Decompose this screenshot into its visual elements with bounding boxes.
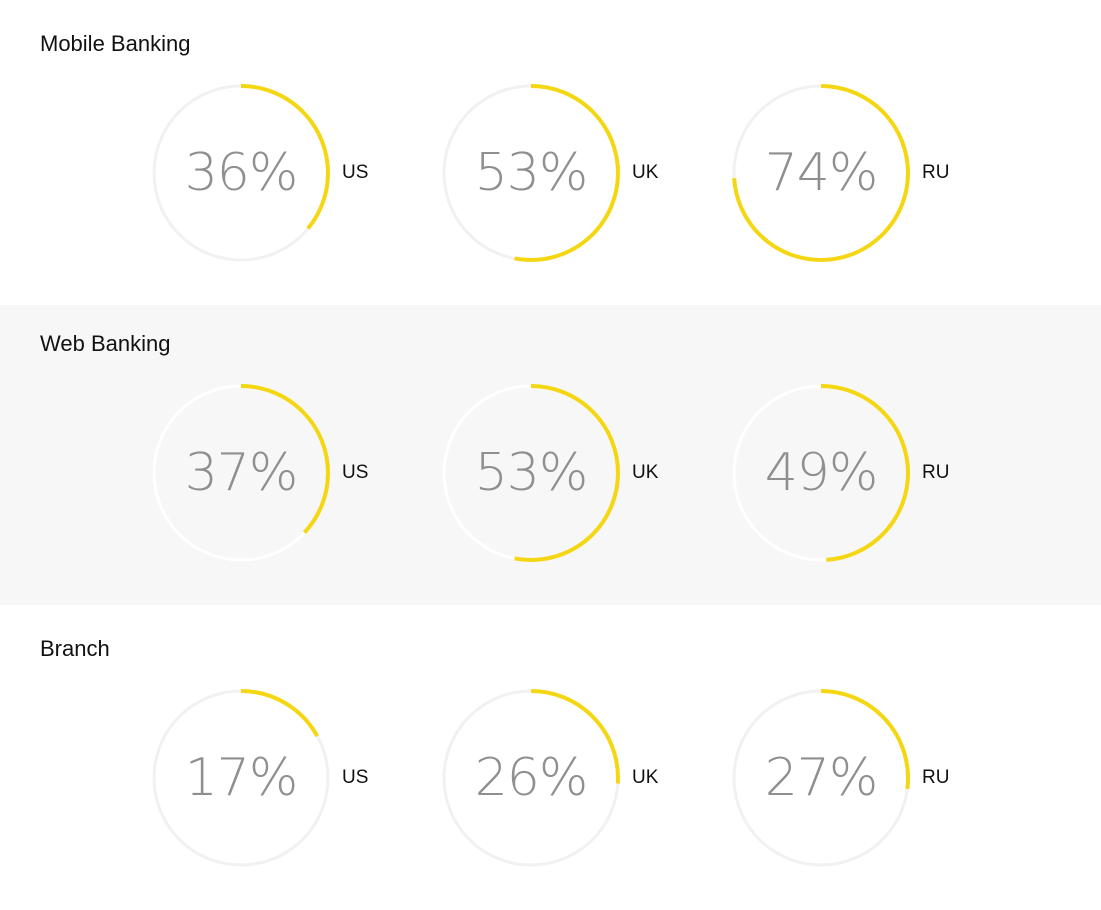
- gauge-label: RU: [922, 162, 950, 183]
- gauge-value: 26%: [474, 748, 589, 808]
- gauge-value: 37%: [184, 443, 299, 503]
- mobile-banking-section: Mobile Banking 36% US 53% UK 74% RU: [0, 0, 1101, 305]
- gauge-ring: [152, 689, 330, 867]
- gauge-label: RU: [922, 767, 950, 788]
- gauge-us: 36% US: [151, 83, 368, 263]
- gauge-label: UK: [632, 767, 659, 788]
- gauge-uk: 53% UK: [441, 383, 658, 563]
- gauge-uk: 26% UK: [441, 688, 658, 868]
- gauge-us: 17% US: [151, 688, 368, 868]
- gauge-label: US: [342, 767, 369, 788]
- gauge-value: 53%: [474, 443, 589, 503]
- gauge-ru: 27% RU: [731, 688, 949, 868]
- gauge-progress-arc: [152, 384, 330, 562]
- gauge-ring: [732, 689, 910, 867]
- gauge-progress-arc: [442, 84, 620, 262]
- gauge-ring: [442, 84, 620, 262]
- gauge-ring: [442, 689, 620, 867]
- branch-section: Branch 17% US 26% UK 27% RU: [0, 605, 1101, 910]
- gauge-value: 36%: [184, 143, 299, 203]
- gauge-progress-arc: [732, 384, 910, 562]
- gauge-label: UK: [632, 462, 659, 483]
- gauge-value: 74%: [764, 143, 879, 203]
- gauge-ring: [152, 84, 330, 262]
- mobile-banking-title: Mobile Banking: [40, 31, 191, 56]
- gauge-progress-arc: [442, 689, 620, 867]
- gauge-progress-arc: [442, 384, 620, 562]
- gauge-ring: [732, 84, 910, 262]
- gauge-label: US: [342, 462, 369, 483]
- gauge-ring: [442, 384, 620, 562]
- branch-title: Branch: [40, 636, 110, 661]
- web-banking-section: Web Banking 37% US 53% UK 49% RU: [0, 305, 1101, 605]
- gauge-progress-arc: [732, 84, 910, 262]
- gauge-us: 37% US: [151, 383, 368, 563]
- gauge-value: 49%: [764, 443, 879, 503]
- gauge-progress-arc: [732, 689, 910, 867]
- gauge-ru: 49% RU: [731, 383, 949, 563]
- gauge-value: 27%: [764, 748, 879, 808]
- gauge-value: 53%: [474, 143, 589, 203]
- gauge-ring: [732, 384, 910, 562]
- gauge-ru: 74% RU: [731, 83, 949, 263]
- gauge-label: UK: [632, 162, 659, 183]
- gauge-uk: 53% UK: [441, 83, 658, 263]
- gauge-value: 17%: [184, 748, 299, 808]
- gauge-label: RU: [922, 462, 950, 483]
- gauge-ring: [152, 384, 330, 562]
- gauge-progress-arc: [152, 84, 330, 262]
- gauge-progress-arc: [152, 689, 330, 867]
- gauge-label: US: [342, 162, 369, 183]
- web-banking-title: Web Banking: [40, 331, 171, 356]
